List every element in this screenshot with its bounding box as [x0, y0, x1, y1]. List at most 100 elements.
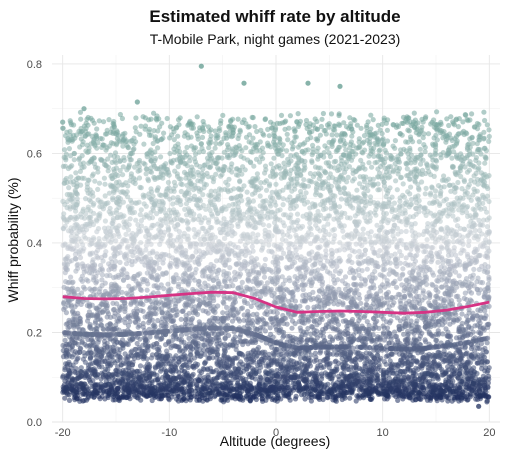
scatter-point	[402, 210, 408, 216]
scatter-point	[79, 290, 85, 296]
scatter-point	[435, 289, 441, 295]
scatter-point	[408, 184, 414, 190]
scatter-point	[486, 365, 492, 371]
scatter-point	[81, 284, 87, 290]
scatter-point	[326, 175, 332, 181]
scatter-point	[435, 259, 441, 265]
scatter-point	[212, 128, 218, 134]
scatter-point	[144, 287, 150, 293]
scatter-point	[142, 328, 148, 334]
scatter-point	[167, 135, 173, 141]
scatter-point	[432, 193, 438, 199]
scatter-point	[338, 196, 344, 202]
scatter-point	[461, 177, 467, 183]
scatter-point	[206, 203, 212, 209]
scatter-point	[342, 210, 348, 216]
scatter-point	[246, 199, 253, 205]
scatter-point	[397, 248, 403, 255]
scatter-point	[142, 161, 148, 167]
scatter-point	[181, 230, 187, 236]
scatter-point	[300, 287, 306, 293]
scatter-point	[420, 135, 426, 141]
scatter-point	[285, 137, 291, 143]
scatter-point	[178, 332, 185, 338]
scatter-point	[244, 189, 250, 195]
scatter-point	[336, 259, 342, 265]
scatter-point	[288, 167, 294, 173]
scatter-point	[327, 171, 333, 177]
scatter-point	[137, 184, 143, 190]
scatter-point	[284, 131, 290, 137]
scatter-point	[200, 192, 206, 198]
scatter-point	[482, 117, 488, 124]
scatter-point	[312, 350, 319, 356]
scatter-point	[389, 194, 395, 200]
scatter-point	[369, 164, 375, 170]
scatter-point	[441, 265, 448, 271]
scatter-point	[459, 247, 465, 253]
scatter-point	[484, 224, 490, 230]
scatter-point	[133, 217, 139, 223]
scatter-point	[248, 303, 254, 309]
scatter-point	[424, 361, 430, 367]
scatter-point	[453, 134, 459, 140]
scatter-point	[400, 266, 406, 272]
scatter-point	[73, 170, 79, 176]
scatter-point	[289, 325, 295, 331]
scatter-point	[293, 232, 299, 238]
scatter-point	[465, 232, 471, 238]
scatter-point	[454, 223, 461, 229]
scatter-point	[267, 275, 273, 281]
scatter-point	[423, 185, 429, 191]
scatter-point	[262, 256, 268, 262]
scatter-point	[96, 180, 103, 186]
scatter-point	[61, 211, 67, 217]
scatter-point	[358, 283, 364, 289]
scatter-point	[292, 274, 298, 280]
scatter-point	[312, 164, 319, 170]
scatter-point	[359, 242, 365, 249]
scatter-point	[338, 214, 344, 220]
scatter-point	[157, 124, 163, 130]
scatter-point	[191, 156, 198, 162]
scatter-point	[78, 116, 84, 122]
scatter-point	[196, 213, 203, 219]
scatter-point	[476, 217, 482, 223]
scatter-point	[268, 161, 274, 167]
scatter-point	[252, 376, 258, 382]
scatter-point	[131, 175, 137, 181]
scatter-point	[293, 226, 300, 232]
scatter-point	[337, 247, 343, 253]
scatter-point	[177, 217, 183, 223]
scatter-point	[326, 150, 332, 156]
scatter-point	[165, 179, 171, 186]
scatter-point	[95, 186, 101, 192]
scatter-point	[182, 206, 188, 212]
scatter-point	[261, 274, 268, 280]
scatter-point	[250, 135, 256, 141]
scatter-point	[433, 188, 439, 194]
scatter-point	[85, 318, 91, 324]
scatter-point	[150, 140, 156, 147]
scatter-point	[307, 130, 313, 136]
scatter-point	[267, 325, 273, 331]
scatter-point	[102, 218, 108, 224]
scatter-point	[367, 176, 373, 182]
scatter-point	[237, 334, 243, 340]
scatter-point	[466, 238, 472, 244]
scatter-point	[481, 109, 487, 115]
scatter-point	[254, 128, 260, 135]
scatter-point	[323, 248, 329, 254]
scatter-point	[155, 317, 161, 324]
scatter-point	[466, 167, 472, 173]
scatter-point	[486, 127, 492, 133]
scatter-point	[194, 114, 200, 120]
scatter-point	[225, 182, 231, 188]
scatter-point	[175, 141, 181, 147]
scatter-point	[240, 341, 246, 348]
scatter-point	[393, 178, 399, 184]
scatter-point	[108, 239, 114, 245]
scatter-point	[230, 116, 236, 122]
scatter-point	[486, 274, 492, 280]
